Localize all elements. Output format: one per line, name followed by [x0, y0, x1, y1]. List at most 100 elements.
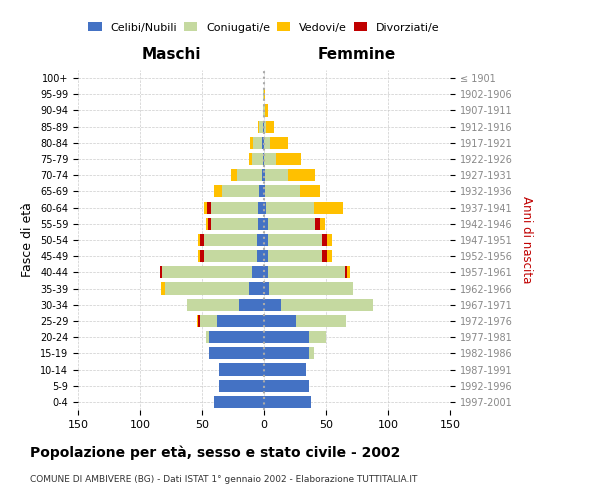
- Bar: [264, 380, 308, 392]
- Bar: [230, 169, 237, 181]
- Bar: [211, 218, 258, 230]
- Bar: [251, 153, 263, 165]
- Bar: [205, 250, 257, 262]
- Bar: [257, 234, 264, 246]
- Bar: [214, 396, 264, 408]
- Bar: [250, 137, 253, 149]
- Text: Femmine: Femmine: [318, 47, 396, 62]
- Bar: [249, 153, 251, 165]
- Bar: [314, 202, 343, 213]
- Bar: [320, 218, 325, 230]
- Bar: [200, 234, 205, 246]
- Bar: [266, 202, 314, 213]
- Bar: [264, 169, 265, 181]
- Bar: [263, 153, 264, 165]
- Bar: [265, 186, 300, 198]
- Bar: [211, 202, 258, 213]
- Bar: [265, 104, 268, 117]
- Bar: [258, 120, 259, 132]
- Bar: [160, 266, 163, 278]
- Bar: [264, 266, 268, 278]
- Bar: [249, 282, 264, 294]
- Bar: [266, 120, 274, 132]
- Bar: [277, 153, 301, 165]
- Bar: [264, 202, 266, 213]
- Bar: [264, 104, 265, 117]
- Bar: [268, 266, 344, 278]
- Bar: [222, 186, 259, 198]
- Text: COMUNE DI AMBIVERE (BG) - Dati ISTAT 1° gennaio 2002 - Elaborazione TUTTITALIA.I: COMUNE DI AMBIVERE (BG) - Dati ISTAT 1° …: [30, 475, 418, 484]
- Bar: [264, 282, 269, 294]
- Bar: [263, 88, 264, 101]
- Bar: [257, 250, 264, 262]
- Bar: [209, 331, 264, 343]
- Bar: [187, 298, 239, 311]
- Bar: [264, 250, 268, 262]
- Bar: [269, 282, 353, 294]
- Bar: [347, 266, 350, 278]
- Bar: [268, 250, 322, 262]
- Bar: [206, 218, 208, 230]
- Bar: [315, 218, 320, 230]
- Bar: [264, 234, 268, 246]
- Bar: [198, 234, 200, 246]
- Bar: [268, 218, 315, 230]
- Bar: [264, 348, 308, 360]
- Bar: [268, 234, 322, 246]
- Bar: [237, 169, 262, 181]
- Bar: [264, 315, 296, 327]
- Bar: [264, 137, 270, 149]
- Bar: [258, 202, 264, 213]
- Bar: [197, 315, 198, 327]
- Bar: [322, 234, 327, 246]
- Bar: [209, 348, 264, 360]
- Bar: [264, 364, 306, 376]
- Text: Maschi: Maschi: [141, 47, 201, 62]
- Bar: [251, 266, 264, 278]
- Bar: [205, 234, 257, 246]
- Bar: [198, 250, 200, 262]
- Bar: [281, 298, 373, 311]
- Bar: [263, 104, 264, 117]
- Text: Popolazione per età, sesso e stato civile - 2002: Popolazione per età, sesso e stato civil…: [30, 445, 400, 460]
- Bar: [207, 202, 211, 213]
- Bar: [259, 186, 264, 198]
- Bar: [200, 315, 217, 327]
- Bar: [163, 266, 251, 278]
- Bar: [205, 202, 207, 213]
- Bar: [214, 186, 222, 198]
- Bar: [220, 380, 264, 392]
- Bar: [264, 298, 281, 311]
- Bar: [308, 331, 326, 343]
- Y-axis label: Fasce di età: Fasce di età: [22, 202, 34, 278]
- Bar: [217, 315, 264, 327]
- Bar: [262, 137, 264, 149]
- Bar: [206, 331, 209, 343]
- Bar: [296, 315, 346, 327]
- Bar: [239, 298, 264, 311]
- Bar: [264, 396, 311, 408]
- Bar: [165, 282, 249, 294]
- Bar: [208, 218, 211, 230]
- Bar: [259, 120, 263, 132]
- Bar: [300, 186, 320, 198]
- Bar: [327, 234, 332, 246]
- Bar: [200, 250, 205, 262]
- Bar: [265, 169, 287, 181]
- Bar: [220, 364, 264, 376]
- Bar: [344, 266, 347, 278]
- Y-axis label: Anni di nascita: Anni di nascita: [520, 196, 533, 284]
- Bar: [161, 282, 165, 294]
- Bar: [198, 315, 200, 327]
- Bar: [270, 137, 287, 149]
- Bar: [262, 169, 264, 181]
- Legend: Celibi/Nubili, Coniugati/e, Vedovi/e, Divorziati/e: Celibi/Nubili, Coniugati/e, Vedovi/e, Di…: [84, 18, 444, 37]
- Bar: [264, 186, 265, 198]
- Bar: [264, 120, 266, 132]
- Bar: [253, 137, 262, 149]
- Bar: [264, 153, 277, 165]
- Bar: [308, 348, 314, 360]
- Bar: [264, 88, 265, 101]
- Bar: [322, 250, 327, 262]
- Bar: [287, 169, 315, 181]
